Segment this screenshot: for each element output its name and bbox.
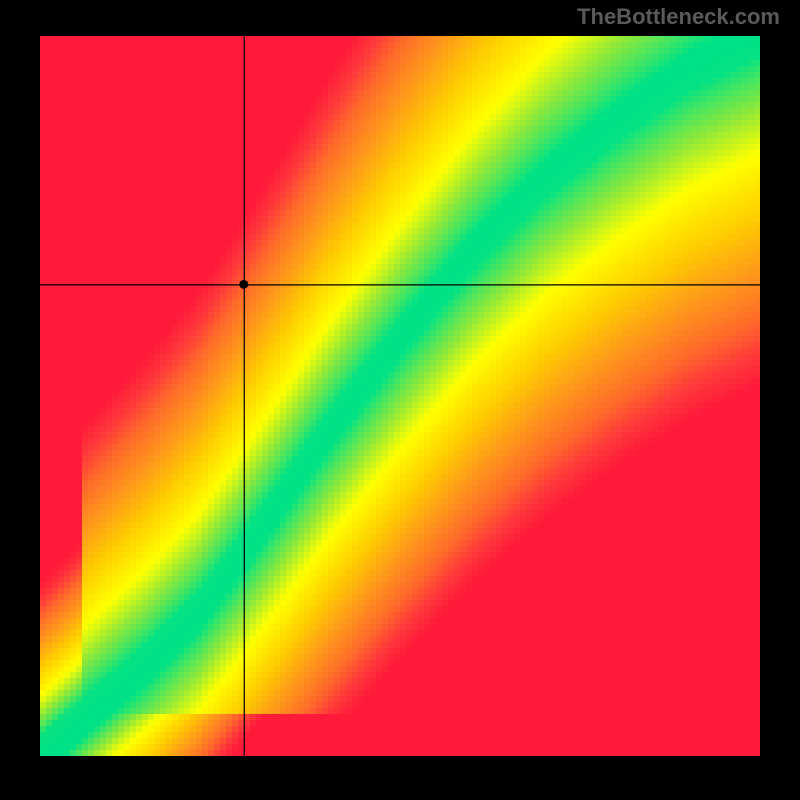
heatmap-canvas <box>40 36 760 756</box>
watermark-text: TheBottleneck.com <box>577 4 780 30</box>
heatmap-plot <box>40 36 760 756</box>
chart-container: TheBottleneck.com <box>0 0 800 800</box>
